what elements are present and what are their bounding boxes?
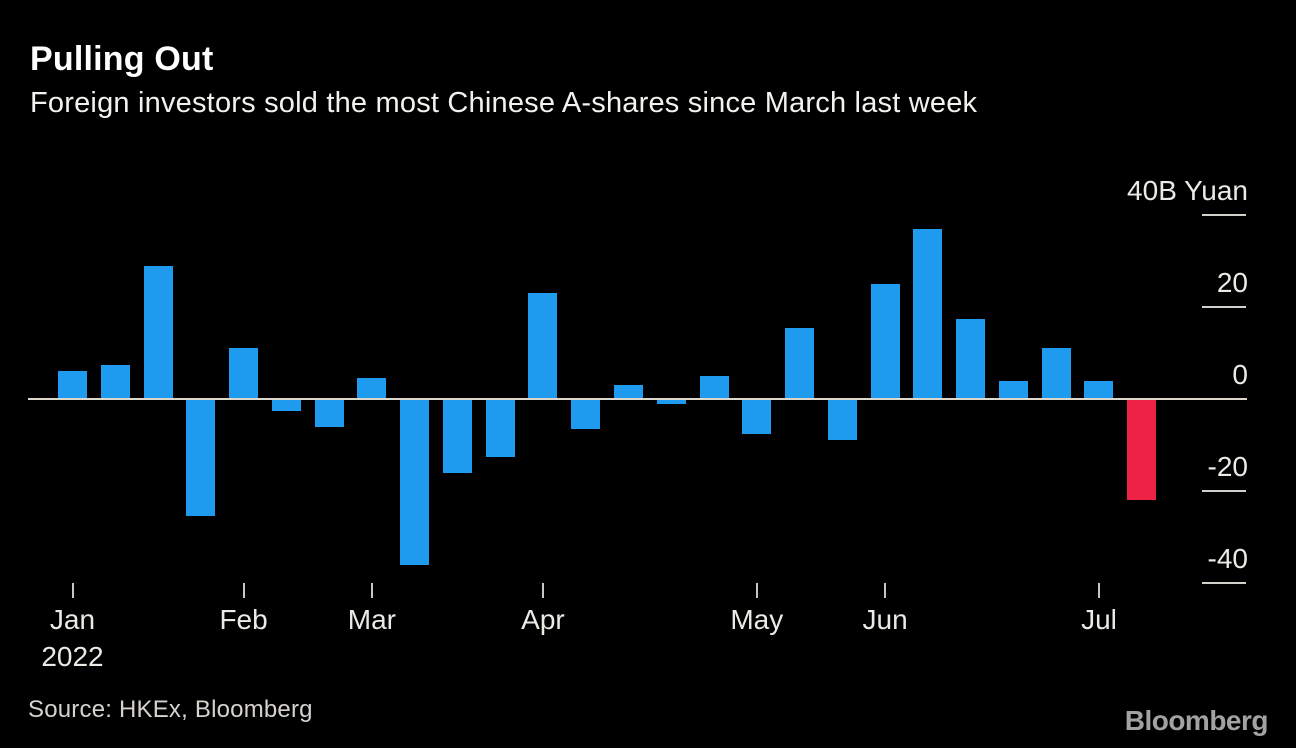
bar-week-6 — [271, 399, 301, 411]
bar-week-19 — [827, 399, 857, 441]
bar-week-10 — [442, 399, 472, 473]
x-tick-jul — [1097, 583, 1100, 598]
x-tick-mar — [370, 583, 373, 598]
bar-week-25 — [1084, 380, 1114, 399]
y-tick-label-0: 0 — [1232, 359, 1248, 390]
bar-week-13 — [571, 399, 601, 429]
bar-week-11 — [485, 399, 515, 457]
y-tick-line--40 — [1202, 582, 1246, 584]
bar-week-26 — [1127, 399, 1157, 501]
y-tick-label--20: -20 — [1207, 451, 1248, 482]
bar-week-8 — [357, 378, 387, 399]
month-label-jan: Jan — [49, 604, 96, 635]
y-tick-line--20 — [1202, 490, 1246, 492]
bar-week-17 — [742, 399, 772, 434]
zero-axis-line — [28, 398, 1247, 400]
bar-week-9 — [400, 399, 430, 565]
bar-week-18 — [785, 327, 815, 399]
bar-week-1 — [58, 371, 87, 399]
month-label-jun: Jun — [862, 604, 908, 635]
bar-week-4 — [186, 399, 216, 517]
year-label: 2022 — [41, 641, 104, 672]
bar-week-20 — [870, 284, 900, 399]
bar-week-7 — [314, 399, 344, 427]
x-tick-may — [755, 583, 758, 598]
bar-week-15 — [656, 399, 686, 404]
bar-week-3 — [143, 265, 173, 399]
bar-week-21 — [913, 228, 943, 399]
month-label-apr: Apr — [521, 604, 565, 635]
bar-week-23 — [998, 380, 1028, 399]
month-label-may: May — [730, 604, 784, 635]
bar-week-2 — [100, 364, 130, 399]
chart-subtitle: Foreign investors sold the most Chinese … — [30, 87, 978, 119]
y-tick-label--40: -40 — [1207, 543, 1248, 574]
x-tick-jan — [71, 583, 74, 598]
chart-title: Pulling Out — [30, 40, 214, 78]
bar-week-12 — [528, 293, 558, 399]
x-tick-jun — [884, 583, 887, 598]
month-label-jul: Jul — [1081, 604, 1117, 635]
bar-week-24 — [1041, 348, 1071, 399]
bar-week-14 — [614, 385, 643, 399]
x-tick-apr — [541, 583, 544, 598]
bar-week-5 — [229, 348, 259, 399]
source-note: Source: HKEx, Bloomberg — [28, 696, 313, 723]
bar-week-16 — [699, 376, 729, 399]
y-tick-label-40: 40B Yuan — [1127, 175, 1248, 206]
y-tick-line-20 — [1202, 306, 1246, 308]
bloomberg-logo: Bloomberg — [1124, 705, 1269, 736]
x-tick-feb — [242, 583, 245, 598]
y-tick-label-20: 20 — [1216, 267, 1248, 298]
month-label-feb: Feb — [219, 604, 268, 635]
y-tick-line-40 — [1202, 214, 1246, 216]
month-label-mar: Mar — [347, 604, 396, 635]
bar-week-22 — [956, 318, 986, 399]
